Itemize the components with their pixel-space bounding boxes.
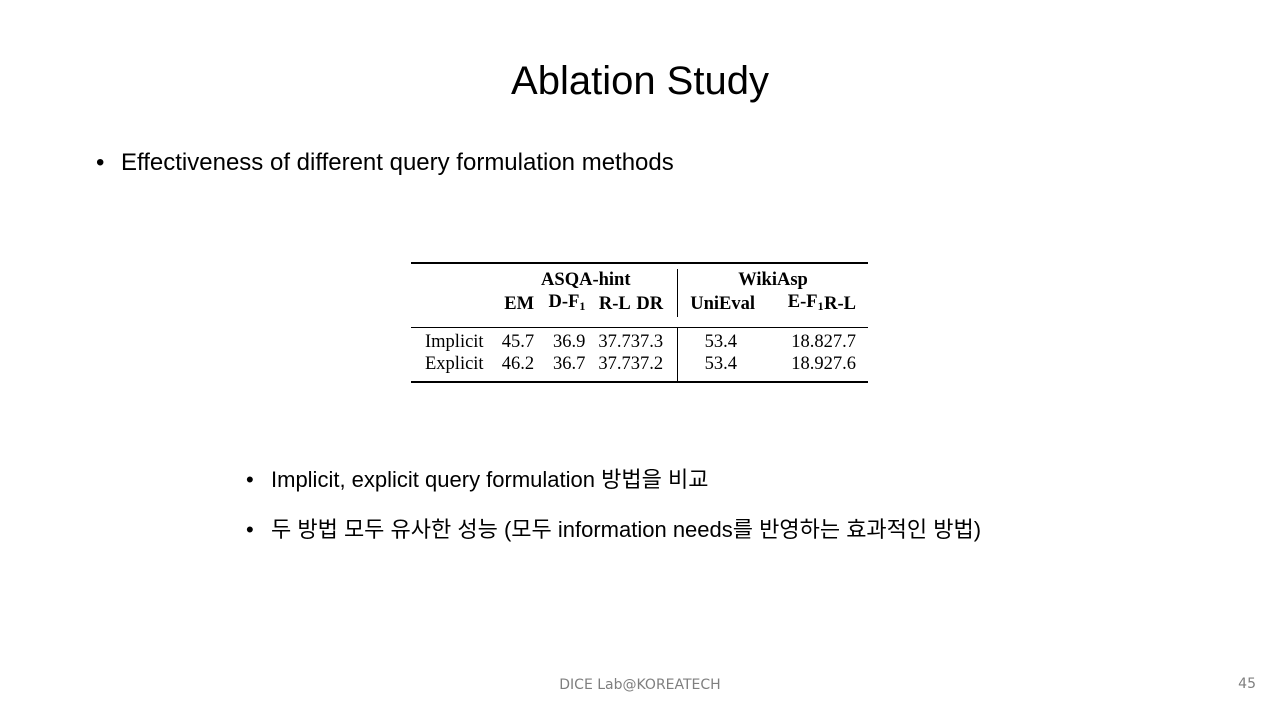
- cell-value: 36.9: [553, 332, 586, 352]
- cell-value: 46.2: [494, 353, 535, 383]
- footer-text: DICE Lab@KOREATECH: [559, 677, 721, 693]
- sub-bullet: • Implicit, explicit query formulation 방법…: [246, 466, 708, 494]
- bullet-marker: •: [246, 467, 254, 492]
- cell-value: 37.2: [630, 353, 678, 383]
- sub-bullet-text: 두 방법 모두 유사한 성능 (모두 information needs를 반영…: [271, 517, 982, 542]
- cell-value: 37.7: [598, 332, 631, 352]
- cell-value: 53.4: [677, 331, 759, 353]
- cell-value: 37.3: [630, 332, 664, 352]
- group-header-wikiasp: WikiAsp: [677, 269, 868, 291]
- cell-value: 37.7: [585, 353, 631, 383]
- col-header-em: EM: [504, 294, 535, 314]
- bullet-marker: •: [96, 149, 105, 176]
- col-header-r-l-2: R-L: [824, 294, 856, 314]
- row-label: Explicit: [411, 353, 495, 383]
- table-row: Implicit 45.7 36.9 37.7 37.3 53.4 18.8 2…: [411, 331, 868, 353]
- cell-value: 53.4: [677, 353, 759, 383]
- cell-value: 18.9: [759, 353, 824, 383]
- group-header-asqa: ASQA-hint: [541, 270, 631, 290]
- col-header-r-l: R-L: [598, 294, 631, 314]
- col-header-d-f1: D-F1: [534, 291, 586, 317]
- col-header-dr: DR: [636, 294, 664, 314]
- sub-bullet-text: Implicit, explicit query formulation 방법을…: [271, 467, 709, 492]
- page-number: 45: [1238, 676, 1256, 692]
- cell-value: 36.7: [534, 353, 586, 383]
- col-header-e-f1: E-F1: [759, 291, 824, 317]
- col-header-d-f-sub: 1: [579, 299, 586, 313]
- main-bullet: • Effectiveness of different query formul…: [96, 148, 674, 178]
- bullet-marker: •: [246, 517, 254, 542]
- cell-value: 18.8: [791, 332, 824, 352]
- col-header-unieval: UniEval: [677, 291, 759, 317]
- cell-value: 27.6: [823, 353, 868, 383]
- cell-value: 27.7: [823, 332, 856, 352]
- slide-title: Ablation Study: [511, 59, 769, 103]
- col-header-e-f-sub: 1: [817, 299, 824, 313]
- col-header-d-f-text: D-F: [548, 292, 580, 312]
- main-bullet-text: Effectiveness of different query formula…: [121, 149, 674, 176]
- table-row: Explicit 46.2 36.7 37.7 37.2 53.4 18.9 2…: [411, 353, 868, 383]
- cell-value: 45.7: [501, 332, 535, 352]
- col-header-e-f-text: E-F: [787, 292, 818, 312]
- row-label: Implicit: [425, 332, 484, 352]
- results-table: ASQA-hint WikiAsp EM D-F1 R-L DR UniEval…: [411, 262, 868, 383]
- sub-bullet: • 두 방법 모두 유사한 성능 (모두 information needs를 반…: [246, 516, 981, 544]
